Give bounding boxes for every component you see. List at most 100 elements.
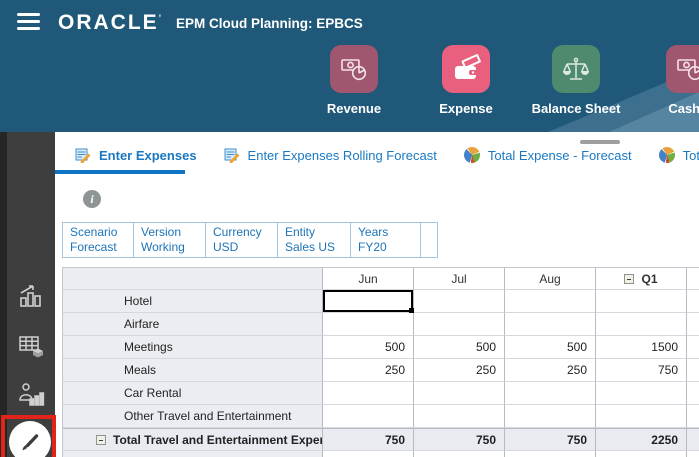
- scales-icon: [552, 45, 600, 93]
- column-header-jul[interactable]: Jul: [414, 268, 505, 290]
- tab-enter-expenses[interactable]: Enter Expenses: [75, 147, 197, 163]
- grid-row: Other Travel and Entertainment: [63, 405, 699, 428]
- card-label: Cash F: [668, 101, 699, 116]
- grid-cell[interactable]: 750: [414, 429, 505, 451]
- grid-cell[interactable]: 2250: [596, 429, 687, 451]
- grid-cell[interactable]: [323, 405, 414, 428]
- grid-cell[interactable]: [505, 290, 596, 313]
- grid-cell[interactable]: 750: [505, 429, 596, 451]
- column-header-jun[interactable]: Jun: [323, 268, 414, 290]
- row-header[interactable]: Marketing Events: [63, 451, 323, 457]
- card-cash-flow[interactable]: Cash F: [634, 45, 699, 116]
- grid-cell[interactable]: 1500: [596, 336, 687, 359]
- pov-member-scenario[interactable]: Scenario Forecast: [63, 223, 134, 257]
- grid-cell[interactable]: [414, 313, 505, 336]
- card-revenue[interactable]: Revenue: [298, 45, 410, 116]
- tab-enter-expenses-rolling-forecast[interactable]: Enter Expenses Rolling Forecast: [224, 147, 437, 163]
- collapse-icon[interactable]: [624, 273, 635, 284]
- row-header[interactable]: Total Travel and Entertainment Expense: [63, 429, 323, 451]
- grid-row: Meetings 500 500 500 1500: [63, 336, 699, 359]
- grid-cell[interactable]: 750: [596, 359, 687, 382]
- grid-cell-trailing: [687, 429, 699, 451]
- pov-member-entity[interactable]: Entity Sales US: [278, 223, 351, 257]
- grid-cell[interactable]: [505, 313, 596, 336]
- pov-member-label: USD: [213, 240, 239, 254]
- row-header-label: Airfare: [124, 317, 160, 331]
- tab-total-expense-plan[interactable]: Total Expense - Plan: [658, 147, 699, 163]
- row-header-label: Hotel: [124, 294, 153, 308]
- grid-cell[interactable]: [414, 405, 505, 428]
- grid-cell[interactable]: 250: [323, 359, 414, 382]
- tab-label: Enter Expenses: [99, 147, 197, 163]
- column-header-q1[interactable]: Q1: [596, 268, 687, 290]
- collapse-icon[interactable]: [96, 434, 106, 445]
- row-header[interactable]: Meals: [63, 359, 323, 382]
- grid-cell[interactable]: 500: [414, 336, 505, 359]
- grid-cell[interactable]: [596, 290, 687, 313]
- grid-cell[interactable]: [596, 405, 687, 428]
- pov-member-version[interactable]: Version Working: [134, 223, 206, 257]
- data-grid: Jun Jul Aug Q1 Hotel Airfare Meetings 500 500 500…: [62, 267, 699, 457]
- grid-cell-trailing: [687, 451, 699, 457]
- row-header[interactable]: Airfare: [63, 313, 323, 336]
- column-header-label: Q1: [641, 271, 658, 286]
- oracle-logo: ORACLE’: [58, 11, 162, 34]
- grid-cell[interactable]: [596, 313, 687, 336]
- pov-member-label: FY20: [358, 240, 387, 254]
- grid-cell[interactable]: 500: [323, 336, 414, 359]
- pov-member-label: Forecast: [70, 240, 117, 254]
- compose-brush-icon[interactable]: [9, 421, 51, 457]
- bar-chart-arrow-icon[interactable]: [13, 278, 49, 314]
- grid-cell[interactable]: 250: [505, 359, 596, 382]
- grid-cell-trailing: [687, 290, 699, 313]
- row-header-label: Total Travel and Entertainment Expense: [113, 432, 323, 447]
- grid-cell[interactable]: 500: [505, 336, 596, 359]
- row-header[interactable]: Car Rental: [63, 382, 323, 405]
- grid-cell[interactable]: 750: [323, 429, 414, 451]
- card-label: Revenue: [326, 101, 382, 116]
- tab-label: Total Expense - Plan: [682, 147, 699, 163]
- row-header[interactable]: Other Travel and Entertainment: [63, 405, 323, 428]
- grid-cell[interactable]: [323, 313, 414, 336]
- grid-cell[interactable]: [323, 451, 414, 457]
- card-balance-sheet[interactable]: Balance Sheet: [520, 45, 632, 116]
- grid-cell[interactable]: [323, 382, 414, 405]
- row-header-label: Car Rental: [124, 386, 182, 400]
- info-icon[interactable]: i: [83, 190, 101, 208]
- row-header-label: Meals: [124, 363, 157, 377]
- grid-cell[interactable]: [505, 451, 596, 457]
- pov-member-currency[interactable]: Currency USD: [206, 223, 278, 257]
- grid-row: Total Travel and Entertainment Expense 75…: [63, 428, 699, 451]
- pov-trailing-cell: [421, 223, 437, 257]
- grid-cell[interactable]: [596, 451, 687, 457]
- grid-cell-trailing: [687, 313, 699, 336]
- pov-member-years[interactable]: Years FY20: [351, 223, 421, 257]
- row-header-label: Meetings: [124, 340, 173, 354]
- tab-total-expense-forecast[interactable]: Total Expense - Forecast: [463, 147, 632, 163]
- pov-dimension-label: Currency: [213, 225, 262, 239]
- horizontal-scrollbar-thumb[interactable]: [580, 140, 620, 144]
- column-header-label: Jun: [358, 271, 378, 286]
- grid-cell[interactable]: [505, 382, 596, 405]
- row-header[interactable]: Meetings: [63, 336, 323, 359]
- grid-cell[interactable]: [505, 405, 596, 428]
- grid-cell[interactable]: [414, 382, 505, 405]
- grid-cell[interactable]: 250: [414, 359, 505, 382]
- row-header[interactable]: Hotel: [63, 290, 323, 313]
- money-pie-icon: [666, 45, 699, 93]
- user-report-icon[interactable]: [13, 377, 49, 413]
- grid-row: Meals 250 250 250 750: [63, 359, 699, 382]
- card-label: Expense: [439, 101, 493, 116]
- grid-cell[interactable]: [414, 290, 505, 313]
- tab-label: Enter Expenses Rolling Forecast: [247, 147, 437, 163]
- grid-cell[interactable]: [596, 382, 687, 405]
- card-expense[interactable]: Expense: [410, 45, 522, 116]
- navigator-menu-icon[interactable]: [17, 13, 40, 30]
- column-header-aug[interactable]: Aug: [505, 268, 596, 290]
- pie-chart-icon: [463, 147, 480, 163]
- grid-cell[interactable]: [414, 451, 505, 457]
- data-forms-icon[interactable]: [13, 328, 49, 364]
- grid-row: Airfare: [63, 313, 699, 336]
- grid-cell[interactable]: [323, 290, 414, 313]
- grid-row: Marketing Events: [63, 451, 699, 457]
